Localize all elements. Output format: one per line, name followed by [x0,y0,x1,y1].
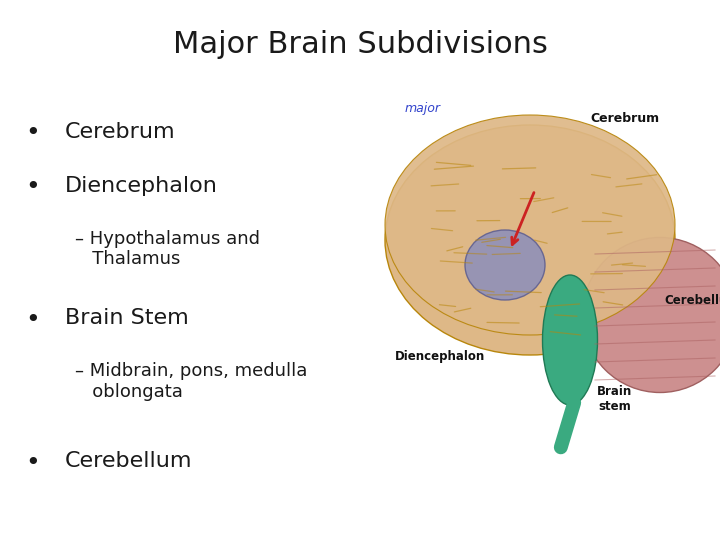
Text: – Hypothalamus and
   Thalamus: – Hypothalamus and Thalamus [75,230,260,268]
Ellipse shape [465,230,545,300]
Text: Cerebellum: Cerebellum [665,294,720,307]
Text: Brain Stem: Brain Stem [65,308,189,328]
Text: Cerebrum: Cerebrum [65,122,176,141]
Ellipse shape [582,238,720,393]
FancyArrowPatch shape [561,403,575,447]
Text: Diencephalon: Diencephalon [65,176,217,195]
Ellipse shape [385,115,675,335]
Text: Major Brain Subdivisions: Major Brain Subdivisions [173,30,547,59]
Text: – Midbrain, pons, medulla
   oblongata: – Midbrain, pons, medulla oblongata [75,362,307,401]
Text: Diencephalon: Diencephalon [395,350,485,363]
Text: •: • [25,451,40,475]
Ellipse shape [385,125,675,355]
Text: major: major [405,102,441,115]
Ellipse shape [542,275,598,405]
Text: Cerebrum: Cerebrum [590,112,660,125]
Text: Cerebellum: Cerebellum [65,451,192,471]
Text: •: • [25,176,40,199]
Text: •: • [25,308,40,332]
Text: Brain
stem: Brain stem [598,385,633,413]
Text: •: • [25,122,40,145]
